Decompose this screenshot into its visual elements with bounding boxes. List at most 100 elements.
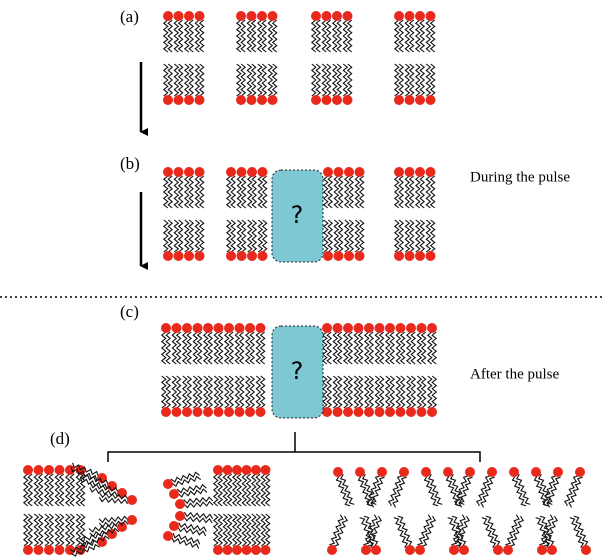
lipid-head — [371, 545, 381, 555]
lipid-tail — [411, 332, 415, 364]
lipid-tail — [60, 514, 64, 546]
lipid-tail — [334, 516, 348, 546]
lipid-head — [34, 545, 44, 555]
lipid-head — [203, 323, 213, 333]
lipid-tail — [359, 376, 363, 408]
lipid-head — [396, 407, 406, 417]
lipid-head — [417, 407, 427, 417]
lipid-head — [163, 11, 173, 21]
lipid-tail — [324, 176, 328, 208]
lipid-head — [426, 251, 436, 261]
lipid-tail — [34, 514, 38, 546]
lipid-head — [415, 251, 425, 261]
lipid-tail — [189, 20, 193, 52]
lipid-tail — [184, 502, 213, 508]
lipid-head — [355, 167, 365, 177]
lipid-tail — [219, 376, 223, 408]
lipid-tail — [431, 64, 435, 96]
lipid-tail — [360, 176, 364, 208]
lipid-tail — [252, 514, 256, 546]
lipid-tail — [242, 474, 246, 506]
lipid-tail — [166, 332, 170, 364]
lipid-tail — [410, 64, 414, 96]
lipid-tail — [344, 376, 348, 408]
lipid-tail — [337, 476, 351, 506]
lipid-tail — [70, 474, 74, 506]
lipid-head — [182, 407, 192, 417]
lipid-tail — [233, 474, 237, 506]
lipid-tail — [312, 64, 316, 96]
lipid-tail — [316, 64, 320, 96]
lipid-tail — [348, 64, 352, 96]
lipid-head — [236, 95, 246, 105]
lipid-tail — [214, 376, 218, 408]
lipid-tail — [49, 474, 53, 506]
lipid-head — [184, 11, 194, 21]
lipid-tail — [225, 332, 229, 364]
lipid-head — [415, 167, 425, 177]
lipid-tail — [164, 64, 168, 96]
lipid-tail — [422, 516, 436, 546]
lipid-tail — [204, 376, 208, 408]
lipid-head — [174, 167, 184, 177]
note: After the pulse — [470, 366, 559, 382]
lipid-head — [163, 251, 173, 261]
lipid-head — [364, 407, 374, 417]
lipid-tail — [349, 220, 353, 252]
lipid-head — [247, 95, 257, 105]
lipid-tail — [405, 20, 409, 52]
lipid-head — [406, 323, 416, 333]
lipid-tail — [183, 332, 187, 364]
lipid-tail — [322, 20, 326, 52]
lipid-tail — [428, 376, 432, 408]
lipid-tail — [241, 64, 245, 96]
lipid-tail — [359, 476, 373, 506]
lipid-tail — [510, 516, 524, 546]
lipid-head — [257, 95, 267, 105]
lipid-tail — [337, 20, 341, 52]
lipid-head — [161, 407, 171, 417]
lipid-head — [394, 95, 404, 105]
lipid-head — [184, 95, 194, 105]
lipid-tail — [513, 476, 527, 506]
lipid-head — [385, 407, 395, 417]
lipid-head — [97, 473, 107, 483]
lipid-tail — [258, 20, 262, 52]
lipid-head — [354, 323, 364, 333]
lipid-tail — [258, 64, 262, 96]
lipid-tail — [410, 220, 414, 252]
note: During the pulse — [470, 169, 570, 185]
lipid-tail — [208, 332, 212, 364]
lipid-tail — [228, 514, 232, 546]
lipid-head — [537, 545, 547, 555]
lipid-tail — [399, 176, 403, 208]
lipid-head — [531, 467, 541, 477]
lipid-head — [375, 407, 385, 417]
lipid-tail — [258, 176, 262, 208]
lipid-tail — [333, 376, 337, 408]
lipid-layer — [23, 11, 591, 556]
lipid-tail — [365, 332, 369, 364]
lipid-tail — [428, 332, 432, 364]
lipid-tail — [235, 332, 239, 364]
lipid-head — [449, 545, 459, 555]
lipid-tail — [565, 476, 579, 506]
lipid-tail — [432, 376, 436, 408]
lipid-head — [213, 465, 223, 475]
lipid-tail — [179, 20, 183, 52]
lipid-tail — [45, 514, 49, 546]
lipid-head — [247, 251, 257, 261]
lipid-head — [405, 95, 415, 105]
lipid-tail — [380, 332, 384, 364]
panel-label: (d) — [50, 429, 70, 448]
lipid-tail — [193, 376, 197, 408]
lipid-tail — [338, 376, 342, 408]
lipid-tail — [431, 20, 435, 52]
lipid-tail — [195, 64, 199, 96]
lipid-tail — [198, 376, 202, 408]
lipid-tail — [189, 64, 193, 96]
lipid-tail — [228, 474, 232, 506]
lipid-head — [203, 407, 213, 417]
lipid-head — [235, 407, 245, 417]
lipid-tail — [214, 474, 218, 506]
